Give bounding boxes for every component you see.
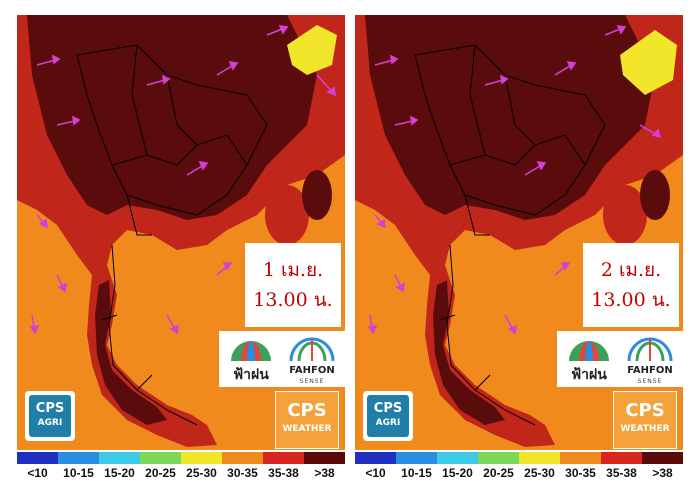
date-time-label: 2 เม.ย. 13.00 น. (583, 243, 679, 327)
colorbar-swatch (560, 452, 601, 464)
temperature-legend-labels-right: <10 10-15 15-20 20-25 25-30 30-35 35-38 >38 (355, 466, 683, 482)
cps-agri-logo: CPS AGRI (25, 391, 75, 441)
time-label: 13.00 น. (591, 289, 671, 311)
cps-weather-logo: CPS WEATHER (275, 391, 339, 449)
cps-weather-logo: CPS WEATHER (613, 391, 677, 449)
cps-agri-top-text: CPS (373, 401, 403, 416)
temperature-colorbar-right (355, 452, 683, 464)
fahfon-logo-box: ฟ้าฝน FAHFON SENSE (219, 331, 345, 387)
temperature-map (17, 15, 345, 450)
cps-agri-bottom-text: AGRI (375, 418, 401, 428)
legend-label: >38 (314, 466, 335, 480)
fahfon-logo-box: ฟ้าฝน FAHFON SENSE (557, 331, 683, 387)
fahfon-sense-text: SENSE (299, 378, 325, 385)
cps-weather-top-text: CPS (625, 400, 665, 421)
legend-label: 25-30 (186, 466, 217, 480)
fahfon-thai-logo: ฟ้าฝน (563, 331, 615, 387)
umbrella-icon (231, 341, 271, 361)
legend-label: 20-25 (483, 466, 514, 480)
colorbar-swatch (99, 452, 140, 464)
legend-label: <10 (365, 466, 386, 480)
fahfon-thai-text: ฟ้าฝน (233, 367, 269, 383)
fahfon-english-logo: FAHFON SENSE (621, 331, 679, 387)
cps-weather-bottom-text: WEATHER (620, 424, 670, 434)
colorbar-swatch (396, 452, 437, 464)
fahfon-thai-logo: ฟ้าฝน (225, 331, 277, 387)
cps-weather-top-text: CPS (287, 400, 327, 421)
fahfon-sense-text: SENSE (637, 378, 663, 385)
fahfon-english-logo: FAHFON SENSE (283, 331, 341, 387)
cps-weather-bottom-text: WEATHER (282, 424, 332, 434)
cps-agri-top-text: CPS (35, 401, 65, 416)
colorbar-swatch (58, 452, 99, 464)
legend-label: <10 (27, 466, 48, 480)
temperature-legend-labels-left: <10 10-15 15-20 20-25 25-30 30-35 35-38 >38 (17, 466, 345, 482)
cps-agri-logo: CPS AGRI (363, 391, 413, 441)
legend-label: 30-35 (227, 466, 258, 480)
date-label: 1 เม.ย. (262, 259, 324, 281)
legend-label: 15-20 (442, 466, 473, 480)
legend-label: 15-20 (104, 466, 135, 480)
temperature-colorbar-left (17, 452, 345, 464)
colorbar-swatch (478, 452, 519, 464)
cps-agri-bottom-text: AGRI (37, 418, 63, 428)
legend-label: 30-35 (565, 466, 596, 480)
colorbar-swatch (355, 452, 396, 464)
date-label: 2 เม.ย. (600, 259, 662, 281)
temperature-map-panel-right: 2 เม.ย. 13.00 น. ฟ้าฝน FAHFON SENSE CPS … (355, 15, 683, 450)
dome-icon (289, 337, 335, 362)
colorbar-swatch (140, 452, 181, 464)
fahfon-thai-text: ฟ้าฝน (571, 367, 607, 383)
legend-label: 25-30 (524, 466, 555, 480)
colorbar-swatch (17, 452, 58, 464)
umbrella-icon (569, 341, 609, 361)
fahfon-english-text: FAHFON (627, 365, 673, 376)
colorbar-swatch (263, 452, 304, 464)
colorbar-swatch (601, 452, 642, 464)
colorbar-swatch (304, 452, 345, 464)
date-time-label: 1 เม.ย. 13.00 น. (245, 243, 341, 327)
colorbar-swatch (222, 452, 263, 464)
colorbar-swatch (181, 452, 222, 464)
legend-label: 35-38 (606, 466, 637, 480)
colorbar-swatch (519, 452, 560, 464)
colorbar-swatch (642, 452, 683, 464)
legend-label: 10-15 (401, 466, 432, 480)
temperature-map-panel-left: 1 เม.ย. 13.00 น. ฟ้าฝน FAHFON SENSE CPS … (17, 15, 345, 450)
dome-icon (627, 337, 673, 362)
legend-label: 10-15 (63, 466, 94, 480)
legend-label: 20-25 (145, 466, 176, 480)
legend-label: >38 (652, 466, 673, 480)
colorbar-swatch (437, 452, 478, 464)
fahfon-english-text: FAHFON (289, 365, 335, 376)
time-label: 13.00 น. (253, 289, 333, 311)
legend-label: 35-38 (268, 466, 299, 480)
